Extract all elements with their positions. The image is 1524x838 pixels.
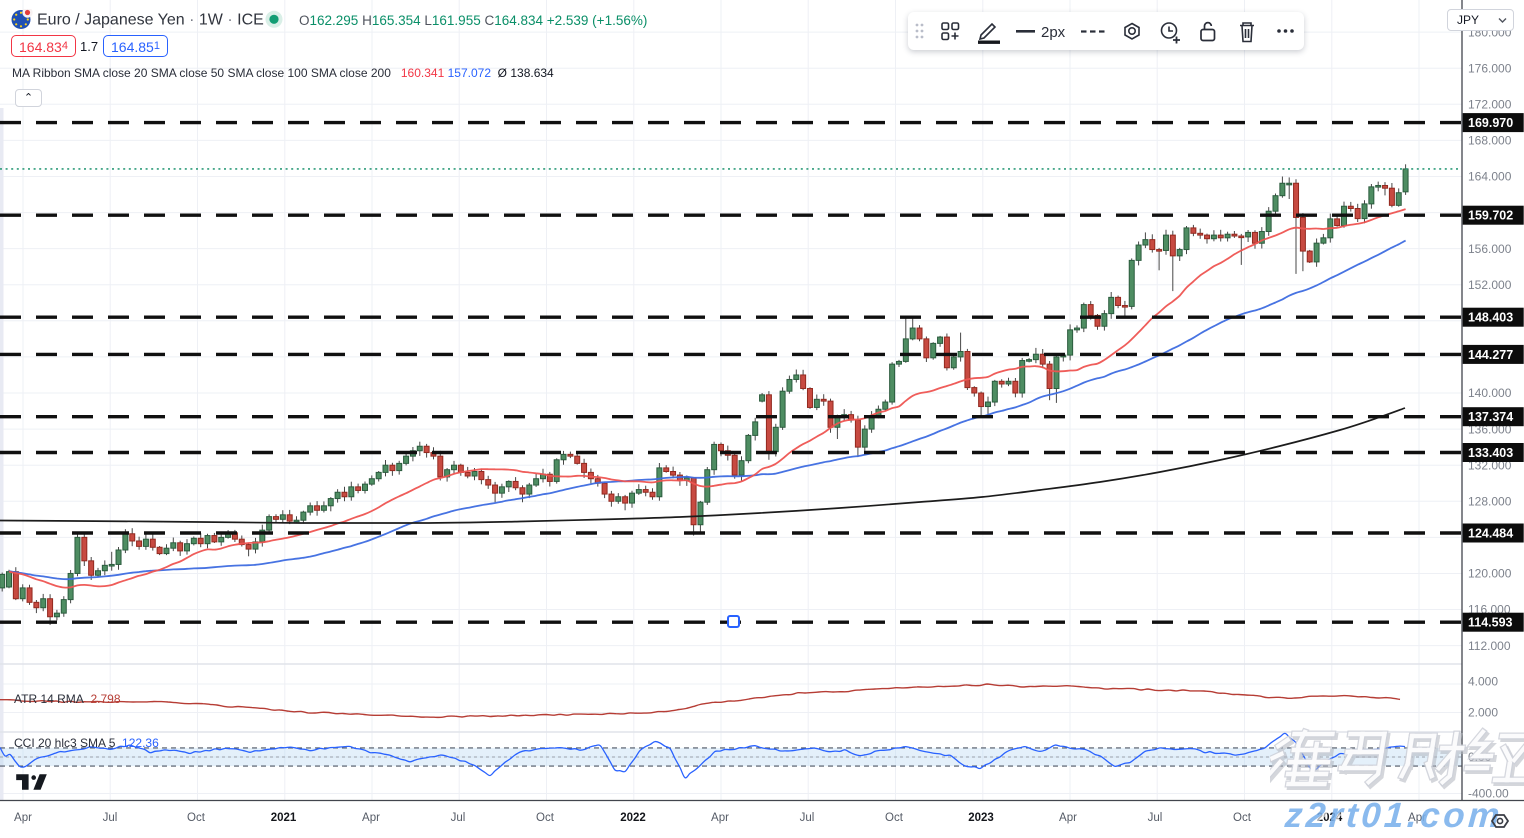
svg-text:152.000: 152.000 bbox=[1468, 278, 1512, 292]
svg-text:2021: 2021 bbox=[271, 812, 297, 824]
svg-text:114.593: 114.593 bbox=[1468, 616, 1513, 630]
svg-text:Apr: Apr bbox=[1408, 812, 1426, 824]
svg-text:2.000: 2.000 bbox=[1468, 706, 1498, 720]
svg-text:Jul: Jul bbox=[1148, 812, 1163, 824]
svg-text:168.000: 168.000 bbox=[1468, 134, 1512, 148]
svg-text:112.000: 112.000 bbox=[1468, 639, 1511, 653]
svg-text:Oct: Oct bbox=[885, 812, 904, 824]
svg-text:128.000: 128.000 bbox=[1468, 495, 1512, 509]
svg-text:Oct: Oct bbox=[1233, 812, 1252, 824]
svg-text:140.000: 140.000 bbox=[1468, 386, 1512, 400]
svg-text:159.702: 159.702 bbox=[1468, 209, 1513, 223]
svg-text:Oct: Oct bbox=[187, 812, 206, 824]
svg-text:Euro / Japanese Yen · 1W · ICE: Euro / Japanese Yen · 1W · ICE bbox=[37, 12, 264, 29]
svg-text:2022: 2022 bbox=[620, 812, 646, 824]
svg-text:172.000: 172.000 bbox=[1468, 98, 1512, 112]
svg-text:164.000: 164.000 bbox=[1468, 170, 1512, 184]
svg-text:O162.295 H165.354 L161.955 C16: O162.295 H165.354 L161.955 C164.834 +2.5… bbox=[299, 13, 647, 28]
svg-text:Apr: Apr bbox=[14, 812, 32, 824]
svg-text:156.000: 156.000 bbox=[1468, 242, 1512, 256]
svg-text:144.277: 144.277 bbox=[1468, 348, 1513, 362]
svg-text:Jul: Jul bbox=[103, 812, 118, 824]
svg-text:148.403: 148.403 bbox=[1468, 311, 1513, 325]
svg-text:Jul: Jul bbox=[451, 812, 466, 824]
svg-text:124.484: 124.484 bbox=[1468, 527, 1513, 541]
svg-text:4.000: 4.000 bbox=[1468, 675, 1498, 689]
svg-text:Oct: Oct bbox=[536, 812, 555, 824]
svg-text:120.000: 120.000 bbox=[1468, 567, 1512, 581]
svg-text:Apr: Apr bbox=[711, 812, 729, 824]
svg-text:2024: 2024 bbox=[1317, 812, 1343, 824]
svg-text:Apr: Apr bbox=[362, 812, 380, 824]
svg-text:169.970: 169.970 bbox=[1468, 116, 1513, 130]
svg-text:137.374: 137.374 bbox=[1468, 410, 1513, 424]
svg-text:Apr: Apr bbox=[1059, 812, 1077, 824]
svg-text:2px: 2px bbox=[1041, 24, 1066, 41]
svg-text:2023: 2023 bbox=[968, 812, 994, 824]
svg-text:-400.00: -400.00 bbox=[1468, 787, 1509, 801]
svg-text:133.403: 133.403 bbox=[1468, 446, 1513, 460]
svg-text:176.000: 176.000 bbox=[1468, 61, 1512, 75]
svg-text:Jul: Jul bbox=[800, 812, 815, 824]
